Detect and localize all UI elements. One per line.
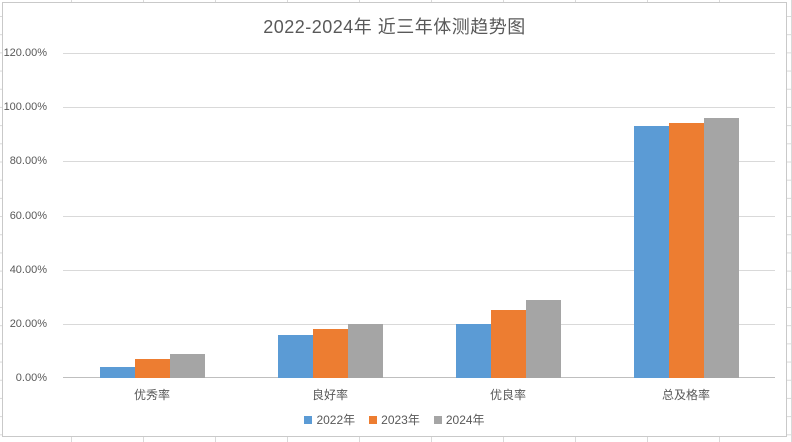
legend-label: 2024年 xyxy=(445,413,485,427)
chart-title[interactable]: 2022-2024年 近三年体测趋势图 xyxy=(263,17,526,37)
gridline xyxy=(63,323,775,325)
category-label-0: 优秀率 xyxy=(133,388,170,402)
bar-group-2 xyxy=(419,53,597,378)
bar-series1-cat1[interactable] xyxy=(312,329,348,378)
gridline xyxy=(63,215,775,217)
bar-series1-cat0[interactable] xyxy=(134,359,170,378)
chart-area[interactable]: 2022-2024年 近三年体测趋势图 120.00% 100.00% 80.00%… xyxy=(2,2,787,437)
bar-series0-cat1[interactable] xyxy=(277,334,313,378)
x-axis-line xyxy=(63,377,775,378)
bar-series1-cat2[interactable] xyxy=(490,310,526,378)
x-axis: 优秀率 良好率 优良率 总及格率 xyxy=(63,386,775,403)
bar-series0-cat2[interactable] xyxy=(455,323,491,378)
y-tick-label: 60.00% xyxy=(9,209,47,222)
legend-label: 2022年 xyxy=(316,413,356,427)
bar-group-3 xyxy=(597,53,775,378)
legend[interactable]: 2022年 2023年 2024年 xyxy=(3,411,786,428)
gridline xyxy=(63,269,775,271)
legend-swatch-icon xyxy=(304,415,313,424)
legend-swatch-icon xyxy=(369,415,378,424)
bar-series2-cat3[interactable] xyxy=(703,118,739,378)
legend-item-0[interactable]: 2022年 xyxy=(304,411,355,428)
y-tick-label: 0.00% xyxy=(15,372,47,384)
bar-series0-cat0[interactable] xyxy=(99,367,135,378)
bar-series2-cat0[interactable] xyxy=(169,353,205,378)
bar-series1-cat3[interactable] xyxy=(668,123,704,378)
bar-series2-cat2[interactable] xyxy=(525,299,561,378)
y-tick-label: 80.00% xyxy=(9,155,47,168)
legend-swatch-icon xyxy=(433,415,442,424)
category-label-3: 总及格率 xyxy=(661,388,710,402)
category-label-1: 良好率 xyxy=(311,388,348,402)
gridline xyxy=(63,161,775,163)
bar-series2-cat1[interactable] xyxy=(347,323,383,378)
legend-item-2[interactable]: 2024年 xyxy=(433,411,485,428)
y-tick-label: 20.00% xyxy=(9,317,47,330)
y-tick-label: 120.00% xyxy=(3,47,47,59)
y-axis: 120.00% 100.00% 80.00% 60.00% 40.00% 20.00% 0.… xyxy=(3,47,53,384)
y-tick-label: 40.00% xyxy=(9,263,47,276)
bar-group-1 xyxy=(241,53,419,378)
legend-item-1[interactable]: 2023年 xyxy=(369,411,420,428)
gridline xyxy=(63,107,775,109)
legend-label: 2023年 xyxy=(381,413,420,427)
bar-group-0 xyxy=(63,53,241,378)
gridline xyxy=(63,53,775,54)
category-label-2: 优良率 xyxy=(489,388,526,402)
plot-area xyxy=(63,53,775,378)
y-tick-label: 100.00% xyxy=(3,101,47,114)
bar-series0-cat3[interactable] xyxy=(633,126,669,378)
